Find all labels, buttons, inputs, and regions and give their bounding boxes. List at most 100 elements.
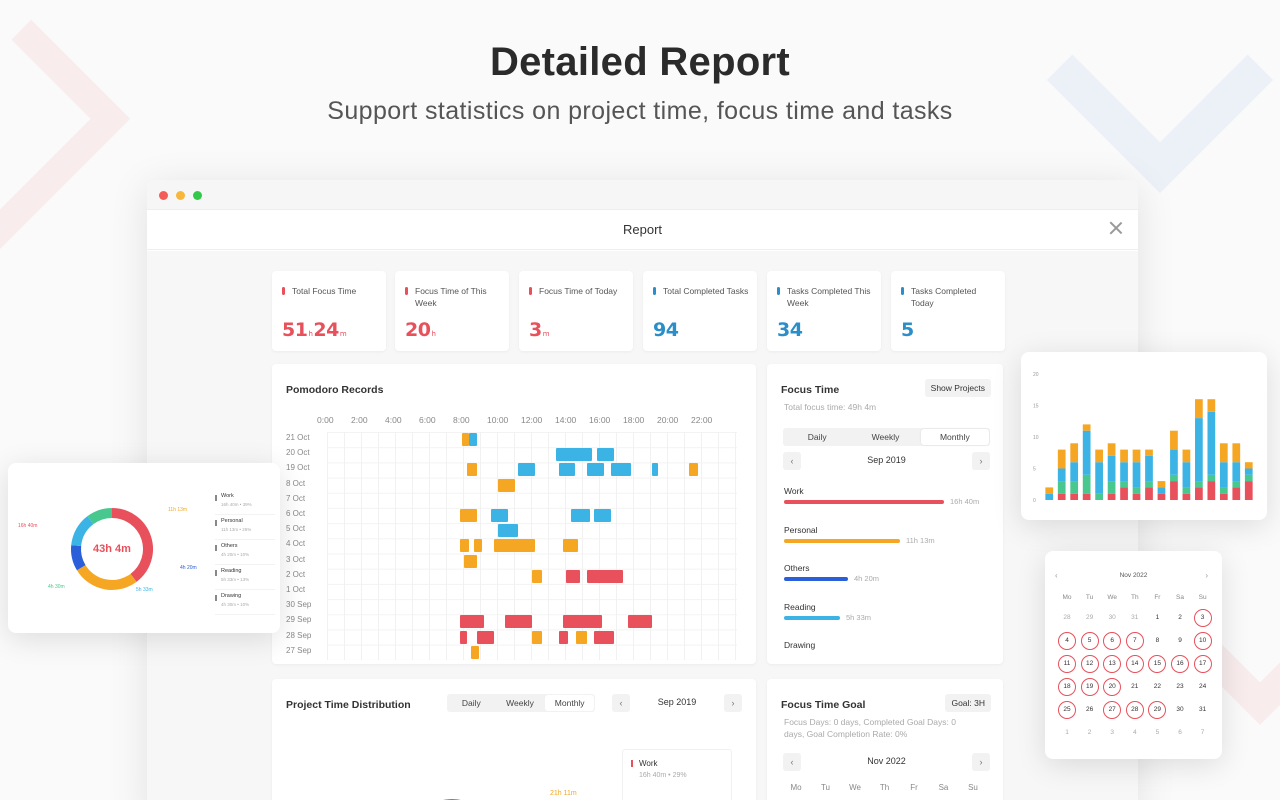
- calendar-day[interactable]: 30: [1176, 706, 1184, 713]
- calendar-day[interactable]: 24: [1198, 683, 1207, 690]
- calendar-day[interactable]: 1: [1155, 614, 1160, 621]
- pomodoro-block[interactable]: [473, 539, 483, 553]
- bar-segment-others[interactable]: [1195, 418, 1203, 482]
- bar-segment-others[interactable]: [1145, 455, 1153, 482]
- calendar-day[interactable]: 26: [1085, 706, 1094, 713]
- window-maximize-dot[interactable]: [193, 191, 202, 200]
- calendar-day[interactable]: 3: [1110, 729, 1114, 736]
- bar-segment-others[interactable]: [1070, 462, 1079, 482]
- pomodoro-block[interactable]: [571, 509, 591, 522]
- calendar-day[interactable]: 30: [1108, 614, 1116, 621]
- calendar-day[interactable]: 18: [1058, 678, 1076, 696]
- bar-segment-work[interactable]: [1219, 493, 1228, 500]
- bar-segment-reading[interactable]: [1082, 474, 1091, 494]
- pomodoro-block[interactable]: [470, 645, 480, 659]
- calendar-day[interactable]: 5: [1080, 632, 1099, 650]
- bar-segment-work[interactable]: [1244, 481, 1253, 500]
- bar-segment-personal[interactable]: [1207, 399, 1216, 412]
- pomodoro-block[interactable]: [586, 463, 604, 477]
- bar-segment-others[interactable]: [1219, 462, 1228, 488]
- calendar-day[interactable]: 6: [1178, 729, 1182, 736]
- calendar-day[interactable]: 7: [1200, 729, 1205, 736]
- pomodoro-block[interactable]: [689, 463, 698, 477]
- chevron-right-icon[interactable]: ›: [972, 753, 990, 771]
- pomodoro-block[interactable]: [460, 509, 478, 522]
- goal-button[interactable]: Goal: 3H: [945, 694, 991, 712]
- calendar-day[interactable]: 25: [1058, 701, 1076, 719]
- donut-slice-drawing[interactable]: [87, 508, 113, 525]
- pomodoro-block[interactable]: [576, 630, 587, 644]
- pomodoro-block[interactable]: [491, 509, 509, 522]
- calendar-day[interactable]: 28: [1125, 701, 1144, 719]
- bar-segment-personal[interactable]: [1107, 443, 1116, 456]
- bar-segment-personal[interactable]: [1057, 449, 1066, 469]
- bar-segment-reading[interactable]: [1182, 487, 1191, 494]
- bar-segment-personal[interactable]: [1082, 424, 1091, 431]
- chevron-left-icon[interactable]: ‹: [783, 452, 801, 470]
- pomodoro-block[interactable]: [566, 569, 580, 583]
- bar-segment-reading[interactable]: [1057, 481, 1066, 494]
- window-close-dot[interactable]: [159, 191, 168, 200]
- pomodoro-block[interactable]: [627, 615, 652, 629]
- pomodoro-block[interactable]: [460, 539, 469, 553]
- calendar-day[interactable]: 28: [1063, 614, 1071, 621]
- bar-segment-personal[interactable]: [1244, 462, 1253, 469]
- calendar-day[interactable]: 8: [1155, 637, 1160, 644]
- bar-segment-work[interactable]: [1195, 487, 1203, 500]
- calendar-day[interactable]: 4: [1058, 632, 1076, 650]
- bar-segment-work[interactable]: [1120, 487, 1128, 500]
- donut-slice-others[interactable]: [71, 545, 86, 571]
- pomodoro-block[interactable]: [586, 569, 623, 583]
- bar-segment-personal[interactable]: [1182, 449, 1191, 463]
- pomodoro-block[interactable]: [610, 463, 632, 477]
- bar-segment-others[interactable]: [1082, 430, 1091, 475]
- pomodoro-block[interactable]: [497, 524, 519, 538]
- pomodoro-block[interactable]: [559, 463, 575, 477]
- pomodoro-block[interactable]: [504, 615, 532, 629]
- pomodoro-block[interactable]: [562, 539, 579, 553]
- bar-segment-reading[interactable]: [1232, 481, 1241, 488]
- pomodoro-block[interactable]: [596, 448, 614, 462]
- bar-segment-work[interactable]: [1207, 481, 1216, 500]
- calendar-day[interactable]: 16: [1171, 655, 1189, 673]
- calendar-day[interactable]: 12: [1080, 655, 1099, 673]
- bar-segment-reading[interactable]: [1170, 474, 1178, 482]
- bar-segment-personal[interactable]: [1070, 443, 1079, 463]
- bar-segment-reading[interactable]: [1207, 474, 1216, 482]
- calendar-day[interactable]: 27: [1103, 701, 1122, 719]
- pomodoro-block[interactable]: [477, 630, 495, 644]
- bar-segment-others[interactable]: [1132, 462, 1141, 488]
- pomodoro-block[interactable]: [494, 539, 536, 553]
- bar-segment-others[interactable]: [1244, 468, 1253, 475]
- calendar-day[interactable]: 29: [1085, 614, 1094, 621]
- tab-daily[interactable]: Daily: [807, 432, 827, 442]
- calendar-day[interactable]: 7: [1125, 632, 1144, 650]
- bar-segment-others[interactable]: [1232, 462, 1241, 482]
- pomodoro-block[interactable]: [532, 569, 543, 583]
- tab-weekly[interactable]: Weekly: [871, 432, 900, 442]
- donut-slice-reading[interactable]: [71, 516, 94, 547]
- calendar-day[interactable]: 17: [1193, 655, 1212, 673]
- show-projects-button[interactable]: Show Projects: [924, 379, 991, 397]
- bar-segment-reading[interactable]: [1219, 487, 1228, 494]
- bar-segment-personal[interactable]: [1045, 487, 1054, 494]
- tab-monthly[interactable]: Monthly: [545, 695, 595, 711]
- bar-segment-reading[interactable]: [1120, 481, 1128, 488]
- pomodoro-block[interactable]: [559, 630, 568, 644]
- bar-segment-work[interactable]: [1070, 493, 1079, 500]
- pomodoro-block[interactable]: [532, 630, 543, 644]
- tab-daily[interactable]: Daily: [461, 698, 481, 708]
- bar-segment-others[interactable]: [1207, 411, 1216, 475]
- pomodoro-block[interactable]: [497, 478, 515, 492]
- chevron-left-icon[interactable]: ‹: [612, 694, 630, 712]
- bar-segment-others[interactable]: [1157, 487, 1166, 494]
- calendar-day[interactable]: 31: [1198, 706, 1207, 713]
- pomodoro-block[interactable]: [463, 554, 478, 568]
- bar-segment-work[interactable]: [1057, 493, 1066, 500]
- bar-segment-personal[interactable]: [1132, 449, 1141, 463]
- bar-segment-reading[interactable]: [1095, 493, 1103, 500]
- bar-segment-personal[interactable]: [1095, 449, 1103, 463]
- bar-segment-others[interactable]: [1095, 462, 1103, 494]
- pomodoro-block[interactable]: [593, 509, 611, 522]
- pomodoro-block[interactable]: [651, 463, 659, 477]
